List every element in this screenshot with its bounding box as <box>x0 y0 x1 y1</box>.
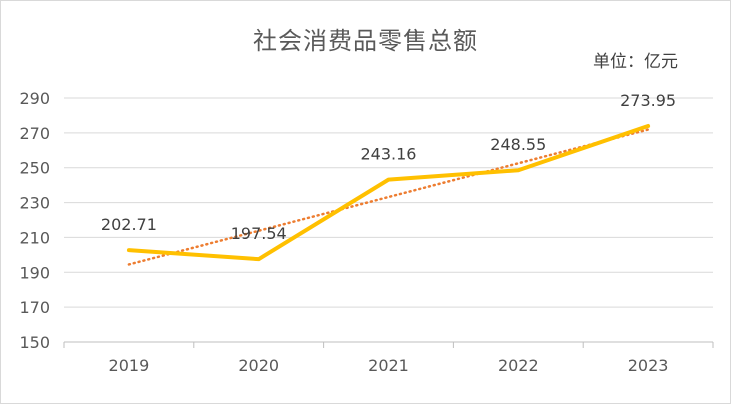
trendline <box>127 128 650 266</box>
x-tick-label: 2019 <box>109 356 150 375</box>
y-tick-label: 230 <box>19 194 50 213</box>
y-tick-label: 250 <box>19 159 50 178</box>
data-label: 243.16 <box>361 145 417 164</box>
x-tick-label: 2023 <box>628 356 669 375</box>
y-tick-label: 290 <box>19 89 50 108</box>
x-tick-label: 2022 <box>498 356 539 375</box>
y-tick-label: 170 <box>19 298 50 317</box>
data-label: 248.55 <box>490 135 546 154</box>
chart-title: 社会消费品零售总额 <box>253 27 478 55</box>
data-label: 202.71 <box>101 215 157 234</box>
x-tick-label: 2021 <box>368 356 409 375</box>
series-line <box>126 123 651 262</box>
data-label: 197.54 <box>231 224 287 243</box>
unit-label: 单位：亿元 <box>593 52 678 72</box>
y-tick-label: 190 <box>19 263 50 282</box>
y-tick-label: 270 <box>19 124 50 143</box>
y-tick-label: 210 <box>19 228 50 247</box>
data-label: 273.95 <box>620 91 676 110</box>
x-tick-label: 2020 <box>238 356 279 375</box>
y-tick-label: 150 <box>19 333 50 352</box>
